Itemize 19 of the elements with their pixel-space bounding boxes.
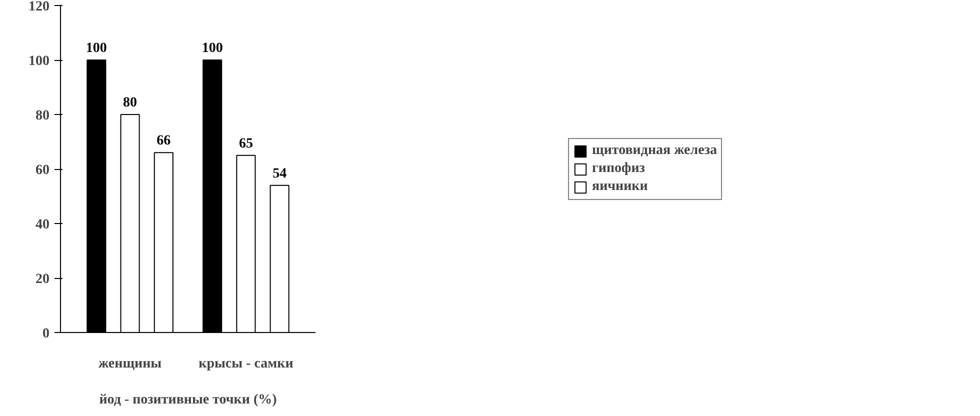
y-tick-label: 60 — [36, 163, 50, 178]
data-label: 100 — [86, 41, 107, 56]
y-tick-label: 20 — [36, 272, 50, 287]
y-tick-label: 0 — [42, 326, 50, 342]
data-label: 100 — [202, 41, 223, 56]
data-label: 65 — [238, 136, 253, 152]
y-tick-label: 120 — [28, 0, 50, 14]
legend-label: яичники — [592, 178, 648, 194]
data-label: 80 — [123, 96, 138, 110]
x-axis-title: йод - позитивные точки (%) — [99, 392, 278, 408]
data-label: 66 — [156, 134, 171, 149]
y-tick-label: 100 — [28, 54, 50, 69]
data-label: 54 — [272, 166, 287, 182]
y-tick-label: 40 — [36, 218, 50, 232]
y-tick-label: 80 — [36, 108, 50, 124]
x-tick-label: женщины — [98, 356, 162, 372]
legend-label: щитовидная железа — [592, 142, 717, 158]
x-tick-label: крысы - самки — [198, 356, 294, 372]
legend-label: гипофиз — [592, 160, 645, 176]
